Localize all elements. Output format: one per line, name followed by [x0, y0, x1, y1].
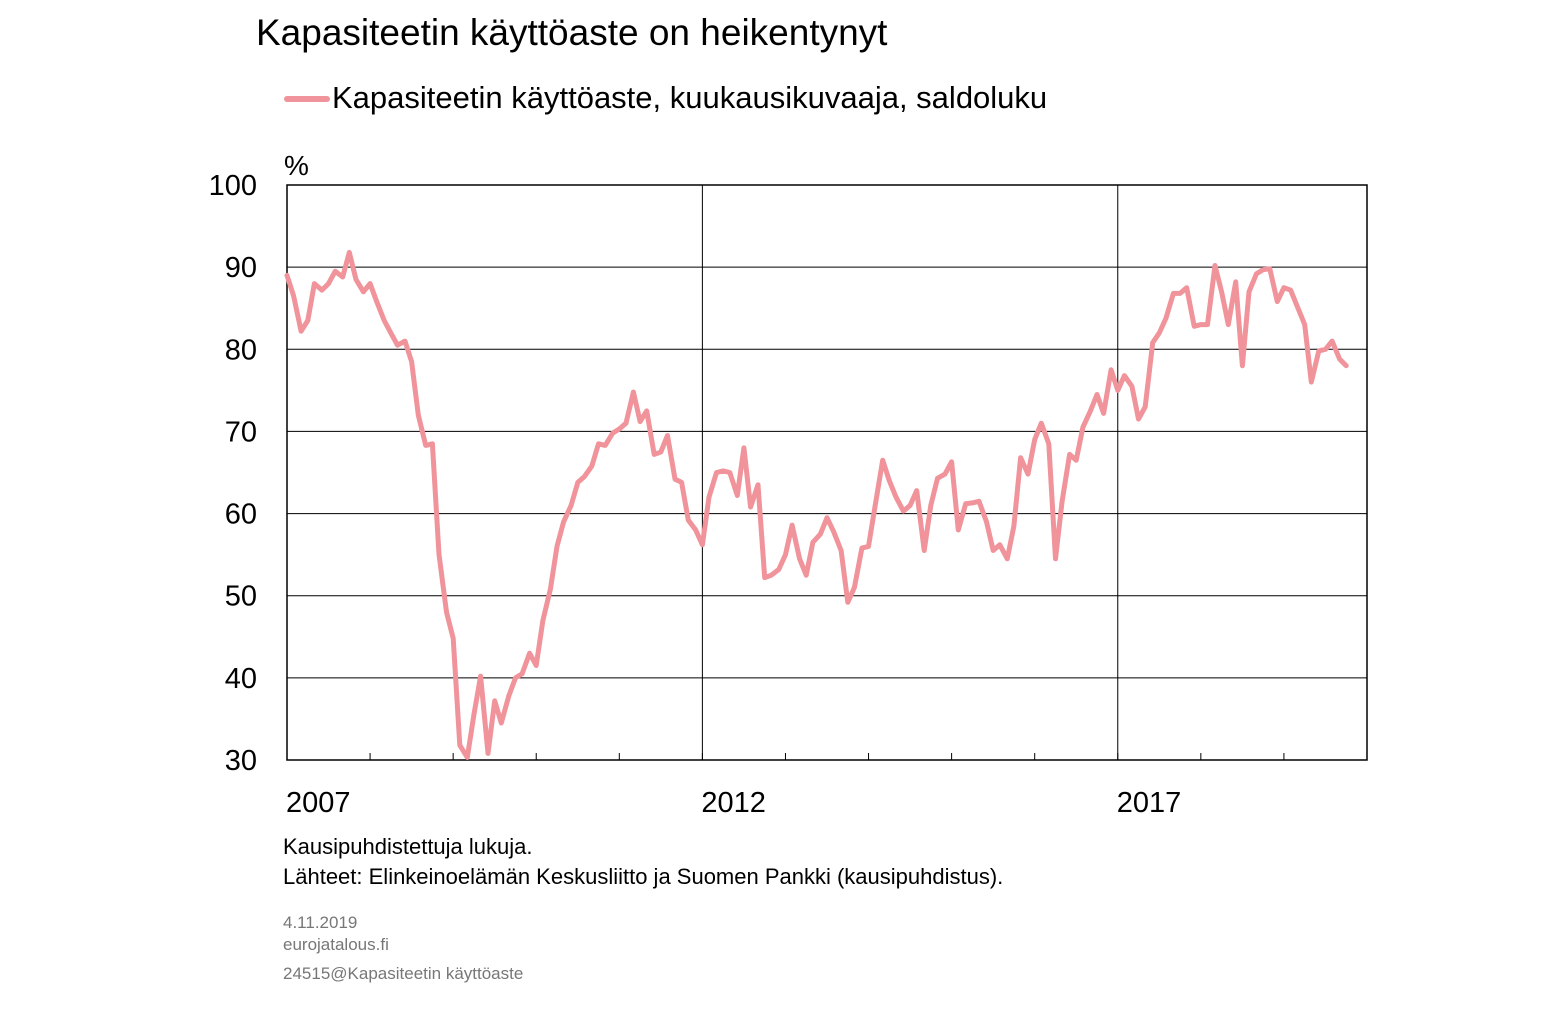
y-tick-label: 40	[225, 663, 257, 695]
x-tick-label: 2007	[286, 787, 351, 819]
y-tick-label: 30	[225, 745, 257, 777]
y-tick-label: 80	[225, 334, 257, 366]
x-tick-label: 2012	[701, 787, 766, 819]
y-tick-label: 100	[209, 170, 257, 202]
note-seasonal: Kausipuhdistettuja lukuja.	[283, 834, 533, 859]
x-tick-label: 2017	[1117, 787, 1182, 819]
plot-frame	[286, 184, 1368, 761]
footer-code: 24515@Kapasiteetin käyttöaste	[283, 964, 524, 983]
series-line	[284, 249, 1349, 760]
y-tick-label: 50	[225, 581, 257, 613]
chart-title: Kapasiteetin käyttöaste on heikentynyt	[256, 12, 888, 53]
y-axis-unit: %	[284, 150, 309, 181]
note-sources: Lähteet: Elinkeinoelämän Keskusliitto ja…	[283, 864, 1004, 889]
y-tick-label: 60	[225, 499, 257, 531]
y-tick-label: 90	[225, 252, 257, 284]
legend-swatch	[284, 96, 330, 102]
footer-site: eurojatalous.fi	[283, 935, 389, 954]
legend-label: Kapasiteetin käyttöaste, kuukausikuvaaja…	[332, 80, 1048, 115]
footer-date: 4.11.2019	[283, 913, 358, 932]
y-tick-label: 70	[225, 416, 257, 448]
